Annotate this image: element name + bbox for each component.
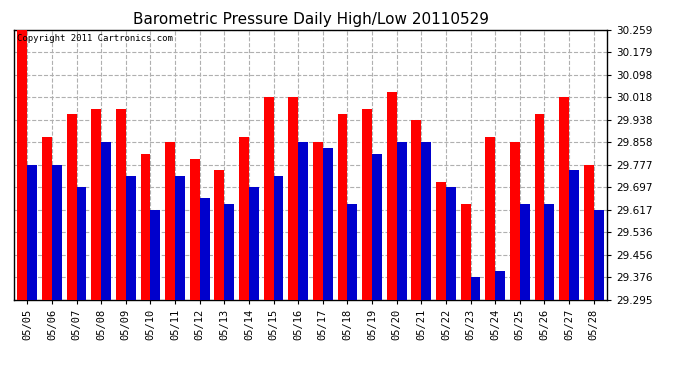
Bar [544, 204, 554, 300]
Bar [411, 120, 422, 300]
Bar [190, 159, 199, 300]
Bar [584, 165, 593, 300]
Bar [273, 176, 284, 300]
Title: Barometric Pressure Daily High/Low 20110529: Barometric Pressure Daily High/Low 20110… [132, 12, 489, 27]
Bar [141, 153, 150, 300]
Bar [510, 142, 520, 300]
Bar [461, 204, 471, 300]
Bar [446, 187, 456, 300]
Bar [77, 187, 86, 300]
Text: Copyright 2011 Cartronics.com: Copyright 2011 Cartronics.com [17, 34, 172, 43]
Bar [17, 30, 28, 300]
Bar [288, 98, 298, 300]
Bar [67, 114, 77, 300]
Bar [249, 187, 259, 300]
Bar [101, 142, 111, 300]
Bar [126, 176, 136, 300]
Bar [52, 165, 62, 300]
Bar [348, 204, 357, 300]
Bar [215, 170, 224, 300]
Bar [116, 109, 126, 300]
Bar [495, 271, 505, 300]
Bar [264, 98, 273, 300]
Bar [436, 182, 446, 300]
Bar [150, 210, 160, 300]
Bar [313, 142, 323, 300]
Bar [298, 142, 308, 300]
Bar [593, 210, 604, 300]
Bar [91, 109, 101, 300]
Bar [387, 92, 397, 300]
Bar [535, 114, 544, 300]
Bar [569, 170, 579, 300]
Bar [165, 142, 175, 300]
Bar [42, 137, 52, 300]
Bar [199, 198, 210, 300]
Bar [559, 98, 569, 300]
Bar [323, 148, 333, 300]
Bar [224, 204, 234, 300]
Bar [485, 137, 495, 300]
Bar [471, 277, 480, 300]
Bar [175, 176, 185, 300]
Bar [362, 109, 372, 300]
Bar [397, 142, 406, 300]
Bar [239, 137, 249, 300]
Bar [337, 114, 348, 300]
Bar [372, 153, 382, 300]
Bar [422, 142, 431, 300]
Bar [28, 165, 37, 300]
Bar [520, 204, 530, 300]
